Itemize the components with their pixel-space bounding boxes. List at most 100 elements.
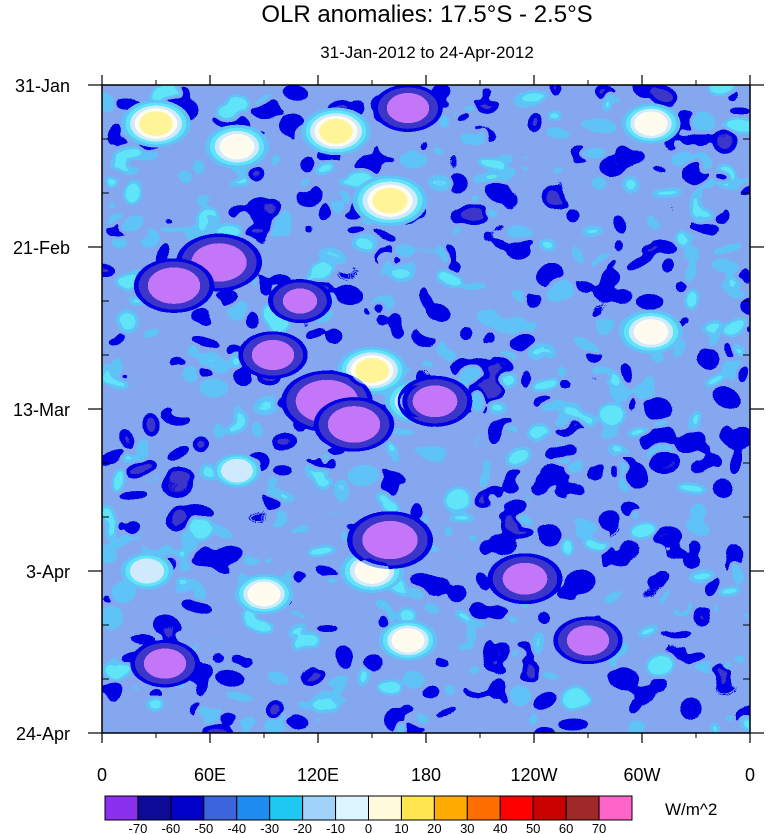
- texture-patch: [684, 263, 698, 283]
- texture-patch: [498, 372, 517, 388]
- texture-patch: [215, 670, 245, 687]
- texture-patch: [534, 160, 556, 179]
- anomaly-center: [619, 309, 683, 354]
- texture-patch: [555, 176, 566, 191]
- texture-patch: [207, 523, 233, 539]
- texture-patch: [455, 643, 476, 650]
- anomaly-level: [319, 119, 353, 144]
- texture-patch: [630, 522, 657, 539]
- texture-patch: [667, 200, 677, 217]
- anomaly-level: [282, 288, 318, 314]
- texture-patch: [266, 476, 278, 488]
- texture-patch: [244, 310, 260, 330]
- texture-patch: [632, 214, 648, 225]
- texture-patch: [534, 444, 547, 456]
- texture-patch: [627, 393, 638, 413]
- colorbar-swatch: [170, 795, 205, 821]
- texture-patch: [458, 268, 484, 280]
- texture-patch: [455, 110, 471, 122]
- texture-patch: [114, 145, 144, 161]
- texture-patch: [224, 536, 245, 548]
- colorbar-swatch: [466, 795, 501, 821]
- texture-patch: [428, 175, 453, 191]
- field-area: [102, 85, 750, 733]
- texture-patch: [102, 544, 119, 565]
- texture-patch: [704, 464, 721, 486]
- texture-patch: [728, 107, 750, 115]
- texture-patch: [554, 415, 571, 430]
- chart-title: OLR anomalies: 17.5°S - 2.5°S: [261, 1, 592, 28]
- texture-patch: [108, 123, 121, 145]
- texture-patch: [167, 407, 195, 421]
- texture-patch: [572, 351, 583, 375]
- texture-patch: [544, 445, 577, 459]
- anomaly-center: [234, 573, 294, 615]
- texture-patch: [479, 457, 494, 471]
- texture-patch: [449, 296, 471, 310]
- anomaly-center: [313, 397, 395, 452]
- y-tick-label: 3-Apr: [26, 562, 70, 582]
- colorbar-swatch: [137, 795, 172, 821]
- texture-patch: [251, 421, 264, 438]
- texture-patch: [695, 370, 712, 393]
- texture-patch: [613, 215, 626, 234]
- texture-patch: [315, 625, 340, 633]
- texture-patch: [739, 715, 750, 732]
- texture-patch: [407, 301, 419, 308]
- texture-patch: [480, 469, 490, 489]
- texture-patch: [423, 602, 440, 615]
- texture-patch: [689, 503, 707, 521]
- texture-patch: [505, 241, 532, 261]
- texture-patch: [644, 397, 672, 422]
- texture-patch: [103, 659, 132, 679]
- colorbar-tick-label: -40: [227, 821, 246, 834]
- texture-patch: [168, 468, 194, 482]
- texture-patch: [439, 115, 449, 128]
- texture-patch: [437, 270, 463, 288]
- texture-patch: [213, 423, 225, 439]
- texture-patch: [522, 91, 547, 102]
- texture-patch: [266, 670, 291, 686]
- texture-patch: [290, 587, 316, 612]
- texture-patch: [226, 702, 241, 713]
- x-tick-label: 60W: [623, 765, 660, 785]
- texture-patch: [520, 368, 532, 390]
- x-tick-labels: 0 60E 120E 180 120W 60W 0: [97, 765, 755, 785]
- colorbar-tick-label: -60: [161, 821, 180, 834]
- texture-patch: [149, 448, 166, 461]
- texture-patch: [561, 686, 588, 710]
- texture-patch: [463, 673, 493, 694]
- texture-patch: [639, 582, 668, 598]
- texture-patch: [449, 513, 474, 523]
- x-tick-label: 120W: [510, 765, 557, 785]
- anomaly-center: [553, 616, 623, 665]
- texture-patch: [153, 615, 180, 636]
- texture-patch: [649, 675, 668, 693]
- texture-patch: [434, 459, 447, 467]
- texture-patch: [681, 321, 701, 338]
- texture-patch: [514, 472, 536, 488]
- texture-patch: [233, 409, 248, 427]
- anomaly-center: [120, 552, 174, 590]
- texture-patch: [537, 671, 557, 682]
- texture-patch: [521, 156, 552, 165]
- colorbar-tick-label: 70: [592, 821, 606, 834]
- texture-patch: [157, 225, 189, 233]
- texture-patch: [326, 190, 346, 204]
- texture-patch: [561, 538, 574, 556]
- texture-patch: [689, 224, 720, 232]
- texture-patch: [556, 365, 568, 379]
- texture-patch: [683, 230, 712, 244]
- texture-patch: [651, 240, 677, 253]
- texture-patch: [651, 189, 682, 198]
- texture-patch: [711, 602, 722, 615]
- texture-patch: [486, 168, 516, 185]
- texture-patch: [549, 277, 576, 299]
- texture-patch: [223, 691, 255, 703]
- texture-patch: [490, 507, 508, 515]
- texture-patch: [296, 700, 312, 710]
- texture-patch: [531, 482, 548, 496]
- texture-patch: [725, 275, 744, 288]
- texture-patch: [636, 294, 663, 309]
